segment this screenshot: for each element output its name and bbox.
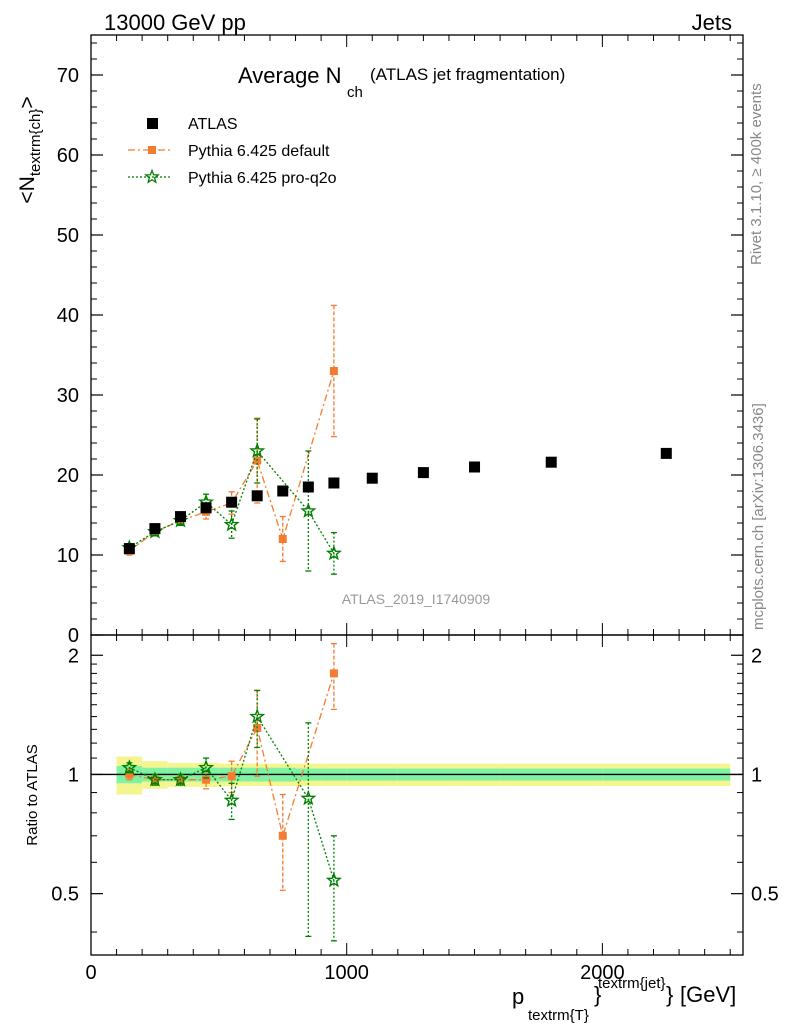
main-y-tick-label: 70 xyxy=(57,65,79,87)
main-point-atlas xyxy=(545,456,557,468)
legend-label-proq2o: Pythia 6.425 pro-q2o xyxy=(188,170,337,187)
mcplots-reference-label: mcplots.cern.ch [arXiv:1306.3436] xyxy=(750,403,767,630)
main-y-tick-label: 50 xyxy=(57,225,79,247)
header-right-label: Jets xyxy=(692,10,732,35)
x-axis-label-subscript: textrm{T} xyxy=(528,1007,589,1024)
ratio-y-tick-label-left: 2 xyxy=(68,645,79,667)
legend-marker-atlas xyxy=(147,118,158,129)
main-point-pythia-6-425-pro-q2o xyxy=(223,516,240,532)
main-point-pythia-6-425-pro-q2o xyxy=(325,544,342,561)
x-axis-label-superscript: textrm{jet} xyxy=(598,975,666,992)
main-point-atlas xyxy=(251,490,263,502)
main-point-atlas xyxy=(123,543,135,555)
main-y-axis-label: <Ntextrm{ch}> xyxy=(16,96,44,203)
header-left-label: 13000 GeV pp xyxy=(104,10,246,35)
ratio-point-pythia-6-425-pro-q2o xyxy=(249,708,266,724)
ratio-point-pythia-6-425-pro-q2o xyxy=(146,771,163,787)
ratio-plot-frame xyxy=(90,634,744,956)
x-tick-label: 2000 xyxy=(580,962,625,984)
main-point-atlas xyxy=(366,472,378,484)
main-point-pythia-6-425-pro-q2o xyxy=(300,502,317,518)
main-point-pythia-6-425-default xyxy=(329,367,338,375)
main-point-pythia-6-425-pro-q2o xyxy=(249,442,266,458)
main-point-atlas xyxy=(302,481,314,493)
chart-title-subscript: ch xyxy=(347,84,363,101)
x-tick-label: 0 xyxy=(85,962,96,984)
x-axis-label-brace-close: } xyxy=(666,982,673,1007)
ratio-line-pythia-6-425-pro-q2o xyxy=(129,715,335,881)
main-point-atlas xyxy=(277,485,289,497)
main-point-atlas xyxy=(174,511,186,523)
legend-label-atlas: ATLAS xyxy=(188,116,238,133)
x-axis-label-brace: } xyxy=(594,982,601,1007)
main-point-atlas xyxy=(200,502,212,514)
main-y-tick-label: 40 xyxy=(57,305,79,327)
legend-marker-default xyxy=(148,146,156,154)
ratio-point-pythia-6-425-default xyxy=(125,770,134,779)
ratio-point-pythia-6-425-default xyxy=(202,775,211,784)
ratio-point-pythia-6-425-pro-q2o xyxy=(223,791,240,808)
ratio-y-tick-label-left: 1 xyxy=(68,764,79,786)
ratio-point-pythia-6-425-pro-q2o xyxy=(325,871,342,888)
main-y-tick-label: 20 xyxy=(57,465,79,487)
ratio-point-pythia-6-425-default xyxy=(227,772,236,781)
ratio-point-pythia-6-425-default xyxy=(329,669,338,678)
x-axis-unit: [GeV] xyxy=(680,982,736,1007)
main-y-tick-label: 60 xyxy=(57,145,79,167)
main-point-atlas xyxy=(660,447,672,459)
ratio-y-tick-label-right: 2 xyxy=(751,645,762,667)
ratio-y-tick-label-left: 0.5 xyxy=(51,884,79,906)
main-y-tick-label: 0 xyxy=(68,625,79,647)
ratio-y-tick-label-right: 0.5 xyxy=(751,884,779,906)
legend: ATLAS Pythia 6.425 default Pythia 6.425 … xyxy=(128,116,337,187)
chart-title: Average N xyxy=(238,63,342,88)
main-y-tick-label: 10 xyxy=(57,545,79,567)
main-point-atlas xyxy=(417,467,429,479)
rivet-version-label: Rivet 3.1.10, ≥ 400k events xyxy=(748,83,765,265)
main-y-tick-label: 30 xyxy=(57,385,79,407)
ratio-point-pythia-6-425-pro-q2o xyxy=(197,759,215,775)
x-axis-label: p xyxy=(512,984,524,1009)
x-tick-label: 1000 xyxy=(324,962,369,984)
main-point-atlas xyxy=(226,496,238,508)
main-point-atlas xyxy=(149,523,161,535)
main-point-atlas xyxy=(328,477,340,489)
ratio-point-pythia-6-425-pro-q2o xyxy=(121,759,138,775)
chart-title-main: Average N xyxy=(238,63,342,88)
analysis-watermark: ATLAS_2019_I1740909 xyxy=(342,591,491,607)
main-point-atlas xyxy=(469,461,481,473)
ratio-point-pythia-6-425-default xyxy=(278,831,287,840)
legend-label-default: Pythia 6.425 default xyxy=(188,143,330,160)
main-point-pythia-6-425-default xyxy=(278,535,287,543)
legend-marker-proq2o xyxy=(144,168,160,184)
ratio-y-tick-label-right: 1 xyxy=(751,764,762,786)
ratio-point-pythia-6-425-pro-q2o xyxy=(300,789,317,806)
ratio-y-axis-label: Ratio to ATLAS xyxy=(24,744,41,845)
chart-title-rest: (ATLAS jet fragmentation) xyxy=(370,65,565,84)
ratio-point-pythia-6-425-pro-q2o xyxy=(172,771,189,787)
